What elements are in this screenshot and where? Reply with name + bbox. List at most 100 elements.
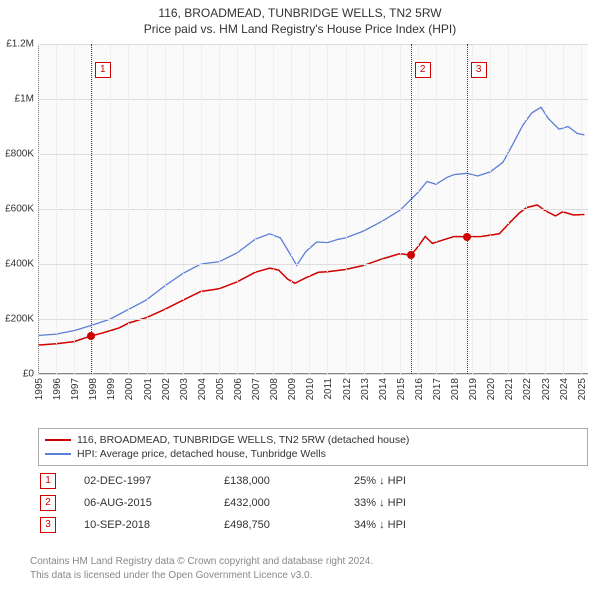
x-axis-label: 1997 — [70, 378, 81, 400]
x-gridline — [364, 44, 365, 374]
x-axis-label: 2025 — [577, 378, 588, 400]
y-gridline — [38, 154, 588, 155]
sale-number-box: 3 — [40, 517, 56, 533]
legend-label-blue: HPI: Average price, detached house, Tunb… — [77, 448, 326, 460]
x-gridline — [291, 44, 292, 374]
x-axis-label: 2017 — [432, 378, 443, 400]
sales-table: 1 02-DEC-1997£138,00025% ↓ HPI 2 06-AUG-201… — [38, 470, 588, 536]
sale-hpi-delta: 25% ↓ HPI — [354, 475, 588, 487]
y-axis-label: £800K — [5, 149, 34, 160]
sale-marker-dot — [407, 251, 415, 259]
chart-title: 116, BROADMEAD, TUNBRIDGE WELLS, TN2 5RW — [0, 0, 600, 22]
x-gridline — [508, 44, 509, 374]
x-axis-label: 2016 — [414, 378, 425, 400]
chart-container: 116, BROADMEAD, TUNBRIDGE WELLS, TN2 5RW… — [0, 0, 600, 590]
y-gridline — [38, 264, 588, 265]
x-gridline — [436, 44, 437, 374]
x-gridline — [490, 44, 491, 374]
sale-marker-box: 2 — [415, 62, 431, 78]
sale-marker-dot — [87, 332, 95, 340]
sale-marker-vline — [411, 44, 412, 374]
series-line — [38, 107, 584, 335]
sale-date: 02-DEC-1997 — [84, 475, 224, 487]
x-axis-label: 1995 — [34, 378, 45, 400]
sale-marker-box: 1 — [95, 62, 111, 78]
x-gridline — [400, 44, 401, 374]
x-axis-label: 2020 — [486, 378, 497, 400]
sale-price: £138,000 — [224, 475, 354, 487]
footer-line2: This data is licensed under the Open Gov… — [30, 569, 588, 583]
x-gridline — [147, 44, 148, 374]
x-gridline — [309, 44, 310, 374]
x-axis-label: 1998 — [88, 378, 99, 400]
x-axis-label: 2021 — [504, 378, 515, 400]
x-gridline — [38, 44, 39, 374]
y-gridline — [38, 99, 588, 100]
x-gridline — [581, 44, 582, 374]
sale-marker-dot — [463, 233, 471, 241]
sale-row: 1 02-DEC-1997£138,00025% ↓ HPI — [38, 470, 588, 492]
x-axis-label: 2002 — [161, 378, 172, 400]
x-gridline — [183, 44, 184, 374]
y-axis-label: £1.2M — [6, 39, 34, 50]
sale-number-box: 2 — [40, 495, 56, 511]
x-axis-label: 2023 — [541, 378, 552, 400]
x-gridline — [255, 44, 256, 374]
x-gridline — [418, 44, 419, 374]
x-gridline — [273, 44, 274, 374]
x-axis-label: 2022 — [522, 378, 533, 400]
y-gridline — [38, 374, 588, 375]
sale-marker-vline — [91, 44, 92, 374]
x-axis-label: 2008 — [269, 378, 280, 400]
x-axis-label: 2012 — [342, 378, 353, 400]
sale-row: 2 06-AUG-2015£432,00033% ↓ HPI — [38, 492, 588, 514]
x-gridline — [454, 44, 455, 374]
legend-swatch-blue — [45, 453, 71, 455]
x-axis-label: 2005 — [215, 378, 226, 400]
legend-row-blue: HPI: Average price, detached house, Tunb… — [45, 447, 581, 461]
x-axis-label: 2010 — [305, 378, 316, 400]
sale-marker-vline — [467, 44, 468, 374]
sale-date: 06-AUG-2015 — [84, 497, 224, 509]
sale-number-box: 1 — [40, 473, 56, 489]
x-axis-label: 2011 — [323, 378, 334, 400]
y-gridline — [38, 209, 588, 210]
x-gridline — [219, 44, 220, 374]
legend-label-red: 116, BROADMEAD, TUNBRIDGE WELLS, TN2 5RW… — [77, 434, 409, 446]
sale-price: £432,000 — [224, 497, 354, 509]
sale-hpi-delta: 33% ↓ HPI — [354, 497, 588, 509]
x-axis-label: 2015 — [396, 378, 407, 400]
x-gridline — [545, 44, 546, 374]
x-axis-label: 2013 — [360, 378, 371, 400]
x-gridline — [165, 44, 166, 374]
x-gridline — [563, 44, 564, 374]
x-gridline — [346, 44, 347, 374]
y-gridline — [38, 319, 588, 320]
x-axis-label: 1996 — [52, 378, 63, 400]
x-gridline — [472, 44, 473, 374]
sale-marker-box: 3 — [471, 62, 487, 78]
y-axis-label: £1M — [15, 94, 34, 105]
x-axis-label: 2009 — [287, 378, 298, 400]
x-axis-label: 2004 — [197, 378, 208, 400]
x-gridline — [110, 44, 111, 374]
sale-hpi-delta: 34% ↓ HPI — [354, 519, 588, 531]
y-axis-label: £400K — [5, 259, 34, 270]
chart-legend: 116, BROADMEAD, TUNBRIDGE WELLS, TN2 5RW… — [38, 428, 588, 466]
x-gridline — [237, 44, 238, 374]
x-axis-label: 2019 — [468, 378, 479, 400]
x-axis-label: 2014 — [378, 378, 389, 400]
y-gridline — [38, 44, 588, 45]
x-axis-label: 2007 — [251, 378, 262, 400]
x-gridline — [382, 44, 383, 374]
x-axis-label: 2001 — [143, 378, 154, 400]
series-line — [38, 205, 584, 345]
y-axis-label: £0 — [23, 369, 34, 380]
x-gridline — [327, 44, 328, 374]
chart-plot-area: £0£200K£400K£600K£800K£1M£1.2M1995199619… — [38, 44, 588, 374]
legend-swatch-red — [45, 439, 71, 441]
y-axis-label: £600K — [5, 204, 34, 215]
y-axis-label: £200K — [5, 314, 34, 325]
x-gridline — [526, 44, 527, 374]
x-axis-label: 2000 — [124, 378, 135, 400]
